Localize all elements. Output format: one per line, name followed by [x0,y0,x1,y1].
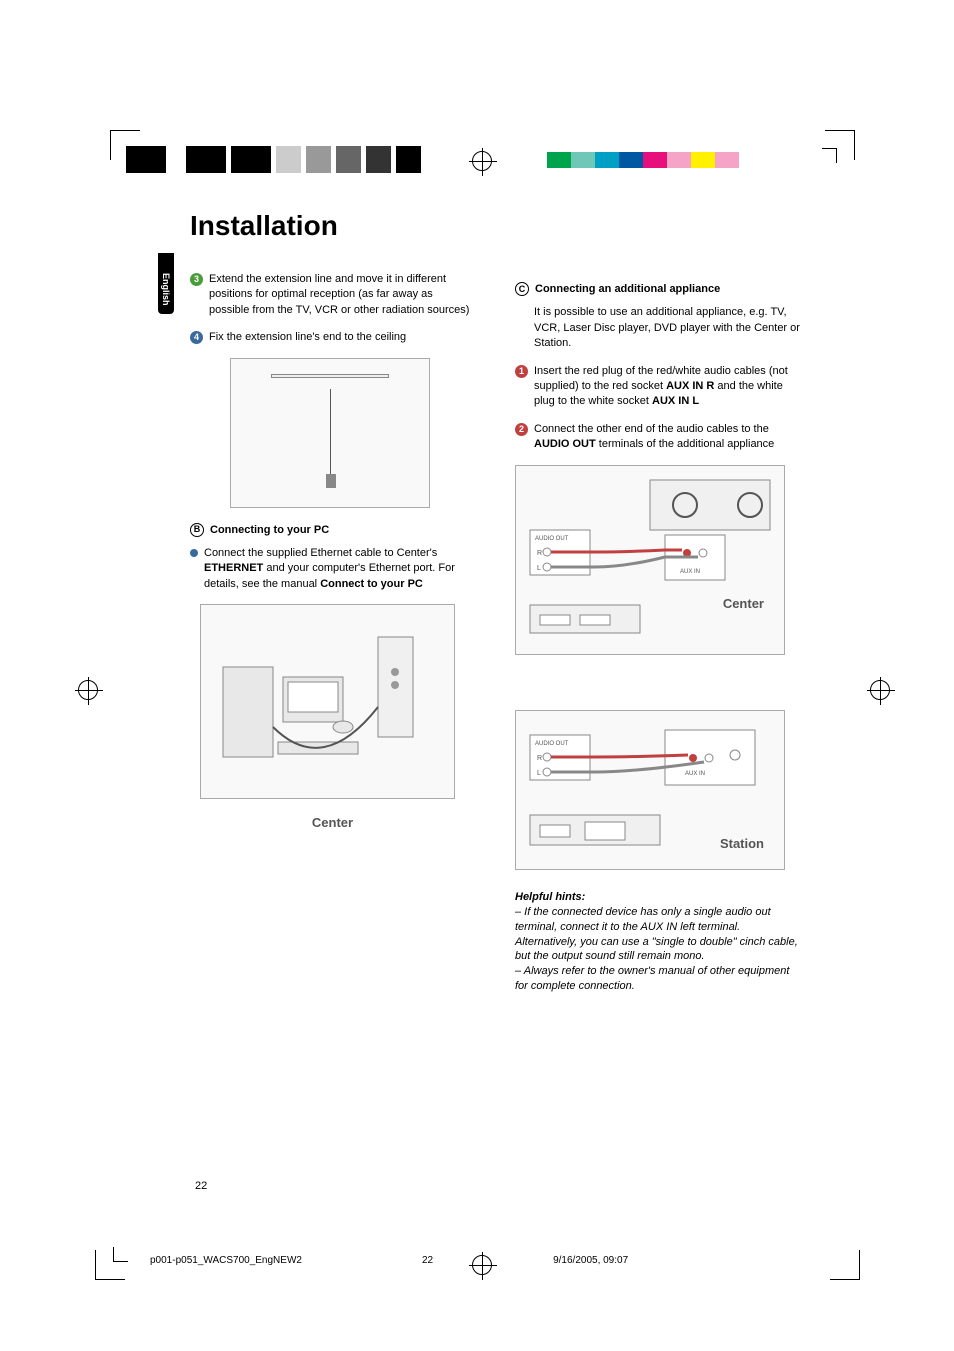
step-number-2-icon: 2 [515,423,528,436]
hints-title: Helpful hints: [515,890,800,905]
hint-2: – Always refer to the owner's manual of … [515,964,800,994]
left-column: 3 Extend the extension line and move it … [190,272,475,994]
section-c-intro: It is possible to use an additional appl… [515,305,800,351]
section-c-title: Connecting an additional appliance [535,282,720,297]
crop-mark-br [830,1250,860,1280]
section-b-header: B Connecting to your PC [190,523,475,538]
svg-text:L: L [537,565,541,572]
pc-connection-illustration [200,604,455,799]
section-b-title: Connecting to your PC [210,523,329,538]
svg-text:R: R [537,550,542,557]
section-b-body: Connect the supplied Ethernet cable to C… [190,546,475,592]
section-c-header: C Connecting an additional appliance [515,282,800,297]
antenna-illustration [230,358,430,508]
hint-1: – If the connected device has only a sin… [515,905,800,964]
station-connection-illustration: AUX IN AUDIO OUT R L Station [515,710,785,870]
footer-page: 22 [422,1255,433,1266]
footer-filename: p001-p051_WACS700_EngNEW2 [150,1255,302,1266]
step-3: 3 Extend the extension line and move it … [190,272,475,318]
page-title: Installation [190,210,840,242]
center-connection-illustration: AUX IN AUDIO OUT R L Center [515,465,785,655]
page-number: 22 [195,1180,207,1192]
center-caption: Center [190,814,475,832]
section-b-text: Connect the supplied Ethernet cable to C… [204,546,475,592]
station-label: Station [720,835,764,853]
footer: p001-p051_WACS700_EngNEW2 22 9/16/2005, … [150,1255,810,1266]
registration-target-right [870,680,890,700]
step-4-text: Fix the extension line's end to the ceil… [209,330,475,345]
crop-mark-bl [95,1230,145,1280]
step-c2-text: Connect the other end of the audio cable… [534,422,800,453]
step-number-1-icon: 1 [515,365,528,378]
circle-b-icon: B [190,523,204,537]
svg-text:L: L [537,770,541,777]
svg-text:AUDIO OUT: AUDIO OUT [535,536,569,542]
step-number-3-icon: 3 [190,273,203,286]
step-c1-text: Insert the red plug of the red/white aud… [534,364,800,410]
right-column: C Connecting an additional appliance It … [515,272,800,994]
registration-target-left [78,680,98,700]
step-c1: 1 Insert the red plug of the red/white a… [515,364,800,410]
step-4: 4 Fix the extension line's end to the ce… [190,330,475,345]
step-number-4-icon: 4 [190,331,203,344]
footer-timestamp: 9/16/2005, 09:07 [553,1255,628,1266]
center-label: Center [723,595,764,613]
step-3-text: Extend the extension line and move it in… [209,272,475,318]
svg-text:AUDIO OUT: AUDIO OUT [535,741,569,747]
svg-text:AUX IN: AUX IN [680,569,700,575]
step-c2: 2 Connect the other end of the audio cab… [515,422,800,453]
svg-text:R: R [537,755,542,762]
svg-text:AUX IN: AUX IN [685,771,705,777]
bullet-icon [190,549,198,557]
circle-c-icon: C [515,282,529,296]
